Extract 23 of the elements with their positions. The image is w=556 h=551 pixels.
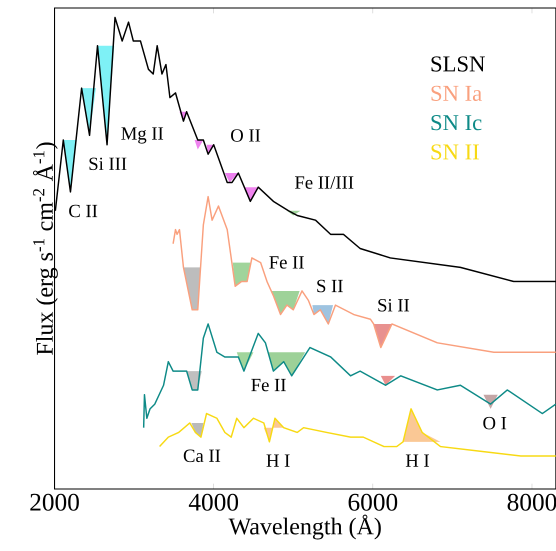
annotation: O II — [231, 129, 260, 142]
annotation: O I — [483, 416, 506, 430]
annotation: Fe II — [251, 378, 286, 392]
text: SN Ic — [432, 115, 482, 130]
annotation: Mg II — [121, 127, 164, 144]
annotation: H I — [266, 454, 290, 467]
annotation: H I — [406, 454, 430, 467]
x-tick-label: 6000 — [348, 494, 398, 511]
text: SN II — [432, 144, 479, 160]
annotation: Si III — [89, 158, 126, 170]
text: SN Ia — [432, 86, 482, 101]
y-axis-title: Flux (erg s$^{-1}$ cm$^{-2}$ Å$^{-1}$) — [32, 142, 58, 355]
text: SLSN — [432, 56, 485, 72]
x-tick-label: 8000 — [508, 494, 556, 511]
x-tick-label: 4000 — [188, 494, 238, 511]
x-axis-title: Wavelength (Å) — [228, 514, 381, 540]
annotation: C II — [69, 204, 98, 218]
annotation: Ca II — [184, 450, 220, 462]
x-tick-label: 2000 — [30, 494, 79, 511]
annotation: S II — [317, 280, 343, 292]
annotation: Fe II — [269, 256, 304, 269]
annotation: Fe II/III — [294, 176, 354, 189]
annotation: Si II — [378, 298, 410, 312]
